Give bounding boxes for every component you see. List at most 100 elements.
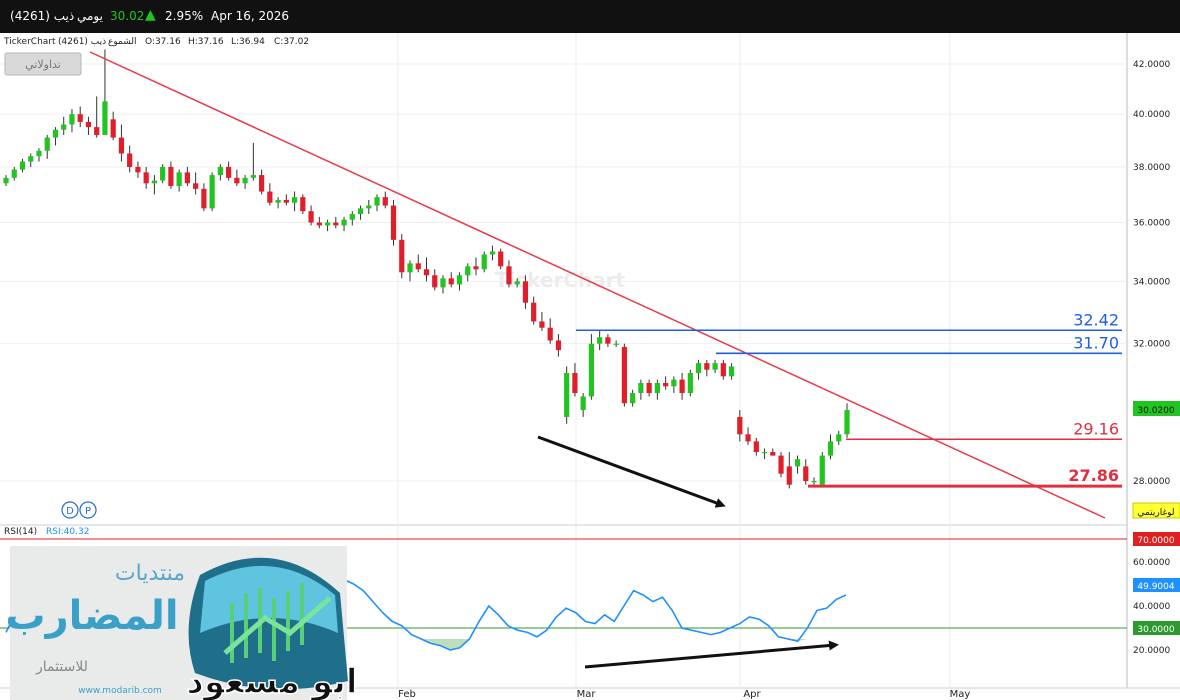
candle-up[interactable]: [654, 382, 660, 394]
candle-up[interactable]: [291, 197, 298, 203]
candle-down[interactable]: [778, 455, 784, 474]
candle-down[interactable]: [77, 114, 83, 122]
candle-down[interactable]: [226, 166, 232, 178]
candle-up[interactable]: [275, 199, 281, 203]
candle-up[interactable]: [440, 278, 446, 288]
candle-down[interactable]: [118, 137, 125, 154]
candle-up[interactable]: [69, 114, 75, 125]
candle-up[interactable]: [794, 459, 801, 467]
candle-down[interactable]: [308, 211, 314, 223]
rsi-up-arrow[interactable]: [584, 640, 839, 669]
candle-up[interactable]: [102, 101, 108, 135]
candle-down[interactable]: [572, 373, 578, 394]
candle-down[interactable]: [473, 266, 479, 270]
candle-up[interactable]: [44, 137, 50, 151]
candle-down[interactable]: [621, 346, 627, 404]
candle-up[interactable]: [151, 180, 158, 184]
candle-down[interactable]: [547, 327, 553, 341]
period-label[interactable]: يومي: [77, 9, 103, 23]
candle-down[interactable]: [737, 416, 743, 435]
candle-down[interactable]: [143, 172, 149, 184]
candle-down[interactable]: [333, 222, 339, 226]
candle-up[interactable]: [481, 254, 487, 270]
dp-badges[interactable]: D P: [61, 501, 97, 519]
candle-up[interactable]: [209, 175, 215, 209]
candle-down[interactable]: [704, 363, 710, 370]
candle-down[interactable]: [522, 281, 529, 303]
candle-up[interactable]: [588, 343, 595, 397]
candle-down[interactable]: [135, 166, 141, 173]
candle-down[interactable]: [745, 434, 751, 442]
candle-down[interactable]: [506, 266, 512, 285]
candle-up[interactable]: [357, 208, 364, 215]
candle-down[interactable]: [390, 205, 397, 240]
candle-down[interactable]: [193, 183, 199, 189]
candle-up[interactable]: [712, 363, 718, 370]
candle-up[interactable]: [36, 150, 42, 157]
candle-down[interactable]: [720, 363, 726, 377]
candle-down[interactable]: [110, 119, 116, 138]
downtrend-line[interactable]: [89, 51, 1106, 519]
candle-down[interactable]: [448, 278, 454, 285]
candle-up[interactable]: [671, 379, 677, 387]
candle-up[interactable]: [844, 410, 850, 435]
candle-up[interactable]: [3, 177, 9, 184]
log-scale-button[interactable]: لوغاريتمي: [1132, 502, 1180, 519]
candle-up[interactable]: [324, 222, 331, 226]
candle-up[interactable]: [819, 455, 825, 485]
candle-up[interactable]: [374, 197, 380, 206]
candle-down[interactable]: [283, 199, 289, 203]
candle-down[interactable]: [498, 251, 504, 267]
candle-down[interactable]: [663, 382, 669, 387]
candle-down[interactable]: [786, 466, 792, 485]
candle-up[interactable]: [811, 481, 817, 483]
candle-up[interactable]: [61, 124, 67, 130]
candle-up[interactable]: [160, 166, 166, 181]
candle-down[interactable]: [399, 239, 405, 273]
candle-down[interactable]: [184, 172, 190, 184]
candle-up[interactable]: [176, 172, 182, 187]
candle-up[interactable]: [250, 175, 256, 178]
candle-up[interactable]: [11, 169, 17, 178]
candle-up[interactable]: [564, 373, 570, 417]
candle-down[interactable]: [679, 379, 685, 394]
my-trades-button[interactable]: تداولاتي: [4, 52, 82, 76]
candle-up[interactable]: [728, 366, 735, 377]
candle-down[interactable]: [201, 188, 207, 209]
candle-down[interactable]: [423, 269, 430, 276]
candle-up[interactable]: [630, 393, 636, 404]
candle-up[interactable]: [465, 266, 471, 276]
candle-up[interactable]: [695, 363, 702, 374]
candle-up[interactable]: [349, 214, 355, 220]
candle-up[interactable]: [407, 263, 413, 273]
candle-up[interactable]: [597, 337, 603, 344]
candle-down[interactable]: [753, 441, 759, 453]
candle-down[interactable]: [258, 175, 265, 192]
candle-up[interactable]: [836, 434, 842, 442]
candle-down[interactable]: [531, 302, 537, 322]
candle-down[interactable]: [432, 275, 438, 288]
candle-down[interactable]: [803, 466, 809, 481]
candle-up[interactable]: [514, 281, 520, 285]
candle-up[interactable]: [242, 177, 248, 184]
candle-down[interactable]: [646, 382, 652, 394]
candle-up[interactable]: [761, 452, 768, 454]
candle-down[interactable]: [94, 127, 100, 135]
candle-down[interactable]: [168, 166, 174, 187]
price-down-arrow[interactable]: [537, 435, 726, 508]
candle-up[interactable]: [456, 275, 463, 285]
symbol-name[interactable]: ذيب (4261): [10, 9, 75, 23]
candle-down[interactable]: [85, 121, 92, 128]
candle-up[interactable]: [687, 373, 693, 394]
candle-down[interactable]: [127, 153, 133, 167]
candle-down[interactable]: [539, 321, 545, 328]
chart-area[interactable]: TickerChart TickerChart ذيب (4261) الشمو…: [0, 33, 1180, 700]
candle-down[interactable]: [316, 222, 322, 226]
candle-down[interactable]: [382, 197, 388, 206]
level-lines[interactable]: 32.42 31.70 29.16 27.86: [576, 310, 1122, 488]
candle-down[interactable]: [770, 452, 776, 456]
candle-down[interactable]: [300, 197, 306, 212]
candle-down[interactable]: [234, 177, 240, 184]
candle-up[interactable]: [341, 219, 347, 226]
candle-up[interactable]: [217, 166, 223, 176]
